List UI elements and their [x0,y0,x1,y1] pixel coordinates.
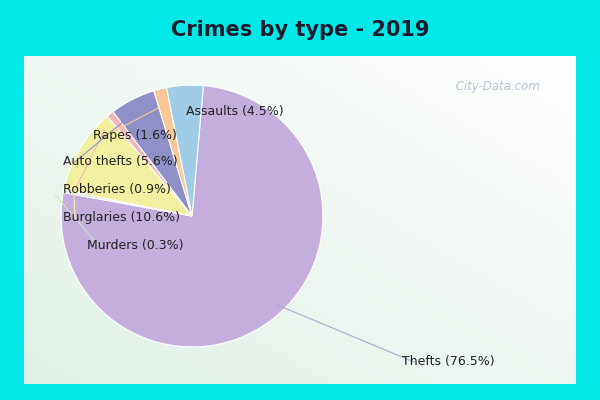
Wedge shape [107,112,192,216]
Text: Auto thefts (5.6%): Auto thefts (5.6%) [63,156,178,168]
Wedge shape [63,190,192,216]
Text: Burglaries (10.6%): Burglaries (10.6%) [63,212,180,224]
Wedge shape [167,85,203,216]
Text: Murders (0.3%): Murders (0.3%) [87,240,184,252]
Text: Thefts (76.5%): Thefts (76.5%) [402,356,494,368]
Wedge shape [61,86,323,347]
Text: Crimes by type - 2019: Crimes by type - 2019 [171,20,429,40]
Wedge shape [154,88,192,216]
Wedge shape [64,116,192,216]
Text: Robberies (0.9%): Robberies (0.9%) [63,184,171,196]
Text: Rapes (1.6%): Rapes (1.6%) [93,130,177,142]
Wedge shape [113,91,192,216]
Text: Assaults (4.5%): Assaults (4.5%) [186,106,284,118]
Text: City-Data.com: City-Data.com [452,80,540,93]
